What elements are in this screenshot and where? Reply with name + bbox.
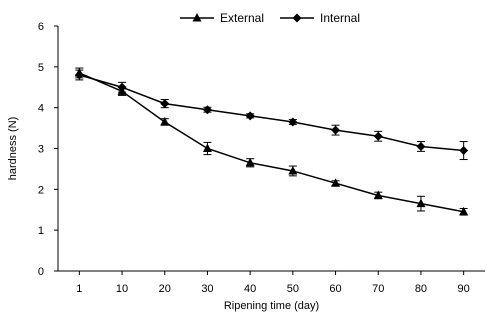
x-tick-label: 20 [159, 283, 171, 295]
data-point-external [202, 143, 212, 152]
legend-item-internal: Internal [280, 11, 360, 25]
series-external [74, 67, 469, 216]
data-point-internal [245, 111, 255, 121]
data-point-internal [160, 99, 170, 109]
y-tick-label: 3 [38, 144, 44, 156]
x-tick-label: 70 [372, 283, 384, 295]
x-tick-label: 60 [329, 283, 341, 295]
x-tick-label: 10 [116, 283, 128, 295]
legend-item-external: External [180, 11, 264, 25]
y-tick-label: 5 [38, 62, 44, 74]
x-tick-label: 30 [201, 283, 213, 295]
data-point-external [245, 157, 255, 167]
legend-marker-internal [292, 13, 302, 23]
data-point-external [331, 178, 341, 187]
data-point-internal [459, 146, 469, 156]
data-point-internal [416, 141, 426, 151]
x-axis-title: Ripening time (day) [224, 300, 319, 312]
legend-marker-external [192, 13, 202, 22]
data-point-internal [288, 117, 298, 127]
series-layer [74, 67, 469, 216]
y-tick-label: 4 [38, 103, 44, 115]
y-axis-title: hardness (N) [7, 117, 19, 181]
data-point-internal [74, 70, 84, 80]
x-tick-label: 90 [458, 283, 470, 295]
legend-label-internal: Internal [320, 11, 360, 25]
data-point-internal [117, 82, 127, 92]
legend-label-external: External [220, 11, 264, 25]
data-point-external [160, 116, 170, 126]
data-point-internal [331, 125, 341, 135]
y-tick-label: 2 [38, 184, 44, 196]
data-point-external [416, 198, 426, 208]
data-point-internal [202, 105, 212, 115]
axes: 0 1 2 3 4 5 6 1 10 20 30 40 50 60 70 80 90 [38, 21, 485, 295]
data-point-internal [373, 131, 383, 141]
y-tick-label: 0 [38, 266, 44, 278]
data-point-external [459, 206, 469, 216]
data-point-external [373, 190, 383, 199]
data-point-external [288, 165, 298, 175]
x-tick-label: 40 [244, 283, 256, 295]
series-line-external [79, 72, 464, 213]
y-tick-label: 6 [38, 21, 44, 33]
legend: External Internal [180, 11, 360, 25]
x-tick-label: 1 [76, 283, 82, 295]
x-tick-label: 50 [287, 283, 299, 295]
series-line-internal [79, 74, 464, 152]
x-tick-label: 80 [415, 283, 427, 295]
series-internal [74, 69, 469, 161]
y-tick-label: 1 [38, 225, 44, 237]
